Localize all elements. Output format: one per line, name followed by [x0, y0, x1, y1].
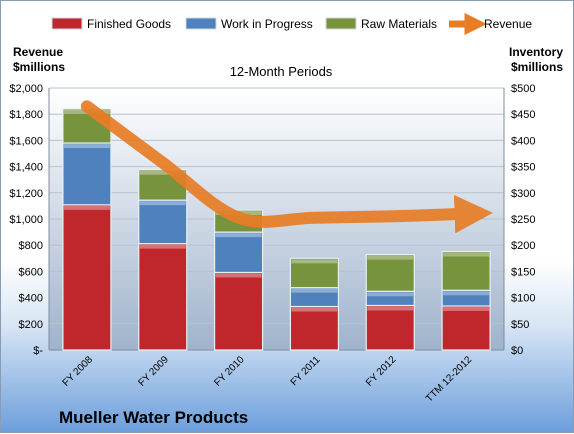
bar-highlight — [443, 291, 490, 296]
category-labels: FY 2008 FY 2009 FY 2010 FY 2011 FY 2012 TTM 1… — [61, 354, 475, 405]
left-tick-label: $1,400 — [9, 162, 43, 174]
legend-swatch-finished-goods — [51, 17, 83, 30]
bar-finished-goods-2 — [213, 271, 264, 351]
right-tick-label: $500 — [511, 83, 535, 95]
bar-highlight — [215, 233, 262, 238]
bar-raw-materials-3 — [289, 257, 340, 289]
bar-highlight — [215, 273, 262, 278]
right-tick-label: $100 — [511, 293, 535, 305]
bar-highlight — [139, 201, 186, 206]
bar-highlight — [367, 306, 414, 311]
right-axis-ticks: $0 $50 $100 $150 $200 $250 $300 $350 $400 $450 $50… — [511, 83, 535, 357]
legend-label-revenue: Revenue — [484, 17, 532, 31]
chart-title: Mueller Water Products — [59, 408, 248, 427]
bar-raw-materials-5 — [441, 250, 491, 291]
revenue-line — [80, 100, 493, 234]
right-tick-label: $250 — [511, 214, 535, 226]
bar-highlight — [367, 292, 414, 297]
bar-highlight — [139, 244, 186, 249]
bar-finished-goods-1 — [138, 243, 188, 351]
left-tick-label: $1,200 — [9, 188, 43, 200]
left-tick-label: $1,600 — [9, 135, 43, 147]
legend-label-work-in-progress: Work in Progress — [221, 17, 313, 31]
legend-label-finished-goods: Finished Goods — [87, 17, 171, 31]
bar-highlight — [443, 252, 490, 257]
category-label: FY 2011 — [289, 354, 323, 388]
left-tick-label: $2,000 — [9, 83, 43, 95]
chart-subtitle: 12-Month Periods — [230, 64, 333, 79]
category-label: FY 2010 — [212, 354, 247, 389]
category-label: FY 2008 — [61, 354, 96, 389]
bar-work-in-progress-1 — [138, 199, 188, 245]
left-tick-label: $1,800 — [9, 109, 43, 121]
left-axis-title-line1: Revenue — [13, 45, 63, 59]
right-tick-label: $50 — [511, 319, 529, 331]
bar-highlight — [291, 307, 338, 312]
category-label: FY 2012 — [364, 354, 399, 389]
right-tick-label: $300 — [511, 188, 535, 200]
legend: Finished Goods Work in Progress Raw Materi… — [51, 12, 532, 36]
category-label: FY 2009 — [136, 354, 171, 389]
bar-highlight — [63, 144, 110, 149]
right-tick-label: $450 — [511, 109, 535, 121]
left-tick-label: $800 — [19, 240, 43, 252]
bar-finished-goods-0 — [62, 204, 112, 351]
left-axis-title-line2: $millions — [13, 60, 65, 74]
bar-finished-goods-4 — [365, 304, 415, 351]
bar-highlight — [63, 205, 110, 210]
bar-work-in-progress-0 — [62, 142, 112, 206]
bar-highlight — [291, 259, 338, 264]
left-tick-label: $400 — [19, 293, 43, 305]
bar-highlight — [443, 306, 490, 311]
legend-label-raw-materials: Raw Materials — [361, 17, 437, 31]
legend-swatch-work-in-progress — [185, 17, 217, 30]
bars — [62, 108, 491, 351]
category-label: TTM 12-2012 — [424, 354, 475, 405]
left-tick-label: $200 — [19, 319, 43, 331]
revenue-line-layer — [80, 100, 493, 234]
bar-highlight — [291, 288, 338, 293]
left-tick-label: $- — [33, 345, 43, 357]
right-tick-label: $0 — [511, 345, 523, 357]
left-tick-label: $1,000 — [9, 214, 43, 226]
right-axis-title-line1: Inventory — [509, 45, 563, 59]
right-tick-label: $200 — [511, 240, 535, 252]
bar-raw-materials-4 — [365, 254, 415, 292]
bar-highlight — [367, 255, 414, 260]
bar-work-in-progress-2 — [213, 231, 264, 274]
left-tick-label: $600 — [19, 266, 43, 278]
right-axis-title-line2: $millions — [511, 60, 563, 74]
right-tick-label: $350 — [511, 162, 535, 174]
legend-swatch-raw-materials — [325, 17, 357, 30]
left-axis-ticks: $- $200 $400 $600 $800 $1,000 $1,200 $1,400 $1,6… — [9, 83, 43, 357]
gridlines — [48, 87, 505, 351]
bar-highlight — [139, 170, 186, 175]
right-tick-label: $150 — [511, 266, 535, 278]
right-tick-label: $400 — [511, 135, 535, 147]
bar-finished-goods-5 — [441, 305, 491, 351]
bar-finished-goods-3 — [289, 305, 340, 351]
